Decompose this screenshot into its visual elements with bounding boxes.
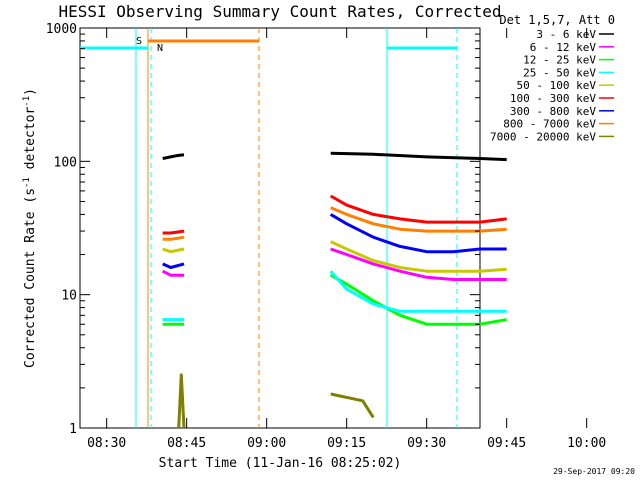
legend-header: Det 1,5,7, Att 0 xyxy=(499,13,615,27)
series-5-seg-1 xyxy=(162,229,185,235)
y-tick-label-0: 1 xyxy=(69,422,77,437)
x-tick-label-0: 08:30 xyxy=(87,436,126,451)
series-8-seg-1 xyxy=(177,373,186,429)
series-lines xyxy=(162,151,507,429)
series-6-seg-2 xyxy=(329,213,507,254)
x-tick-label-5: 09:45 xyxy=(487,436,526,451)
series-1-seg-2 xyxy=(330,247,507,281)
series-4-seg-2 xyxy=(330,240,507,273)
x-tick-label-2: 09:00 xyxy=(247,436,286,451)
series-0-seg-2 xyxy=(330,151,507,162)
series-5-seg-2 xyxy=(329,194,507,224)
y-axis: 1 10 100 1000 xyxy=(46,22,480,437)
legend-label-5: 100 - 300 keV xyxy=(510,92,596,105)
legend-label-6: 300 - 800 keV xyxy=(510,105,596,118)
legend-label-0: 3 - 6 keV xyxy=(536,28,596,41)
legend-label-1: 6 - 12 keV xyxy=(530,41,597,54)
x-tick-label-4: 09:30 xyxy=(407,436,446,451)
series-6-seg-1 xyxy=(162,262,185,269)
x-tick-label-6: 10:00 xyxy=(567,436,606,451)
series-0-seg-1 xyxy=(162,153,185,160)
series-7-seg-1 xyxy=(162,235,185,241)
plot-frame xyxy=(79,27,481,429)
y-tick-label-3: 1000 xyxy=(46,22,77,37)
x-axis-label: Start Time (11-Jan-16 08:25:02) xyxy=(159,456,402,471)
x-tick-label-3: 09:15 xyxy=(327,436,366,451)
y-axis-label: Corrected Count Rate (s-1 detector-1) xyxy=(22,88,38,368)
legend-label-2: 12 - 25 keV xyxy=(523,54,596,67)
flag-s: S xyxy=(136,36,142,47)
series-3-seg-2 xyxy=(329,270,507,313)
legend-label-7: 800 - 7000 keV xyxy=(503,118,596,131)
chart-title: HESSI Observing Summary Count Rates, Cor… xyxy=(58,2,501,21)
series-1-seg-1 xyxy=(162,269,184,277)
legend-label-3: 25 - 50 keV xyxy=(523,66,596,79)
x-tick-label-1: 08:45 xyxy=(167,436,206,451)
legend-label-4: 50 - 100 keV xyxy=(517,79,597,92)
y-tick-label-1: 10 xyxy=(61,289,77,304)
footer-date: 29-Sep-2017 09:20 xyxy=(553,467,635,476)
series-8-seg-2 xyxy=(330,392,375,419)
x-axis: 08:30 08:45 09:00 09:15 09:30 09:45 10:00 xyxy=(87,28,606,451)
y-tick-label-2: 100 xyxy=(54,155,77,170)
series-4-seg-1 xyxy=(162,247,185,254)
legend-label-8: 7000 - 20000 keV xyxy=(490,130,596,143)
flag-n: N xyxy=(157,43,163,54)
